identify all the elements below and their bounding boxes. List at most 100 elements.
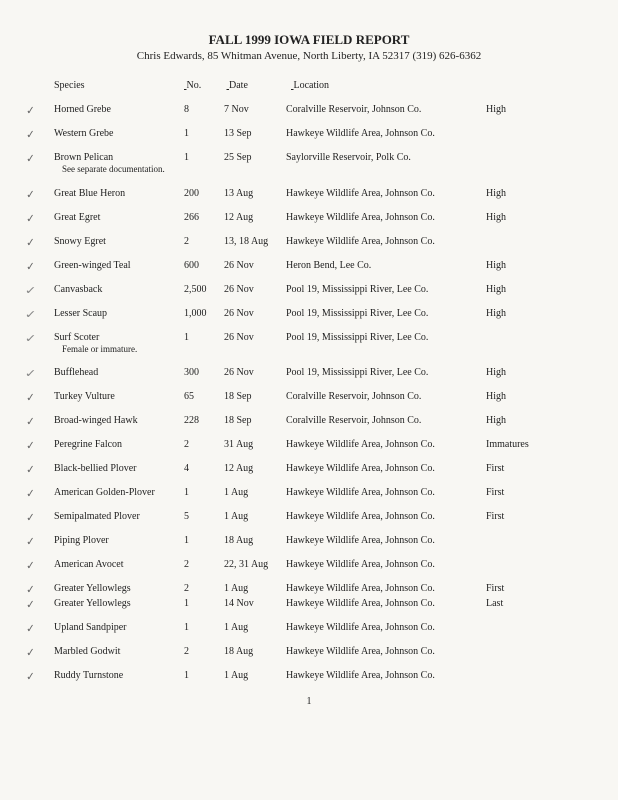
species-cell: Broad-winged Hawk bbox=[36, 414, 184, 427]
checkmark-icon: ✓ bbox=[25, 670, 35, 685]
date-cell: 31 Aug bbox=[224, 438, 286, 451]
checkmark-icon: ✓ bbox=[25, 646, 35, 661]
header-location: Location bbox=[294, 80, 494, 91]
species-cell: Lesser Scaup bbox=[36, 307, 184, 320]
location-cell: Coralville Reservoir, Johnson Co. bbox=[286, 103, 486, 116]
checkmark-icon: ✓ bbox=[25, 235, 35, 250]
count-cell: 1 bbox=[184, 127, 224, 140]
count-cell: 65 bbox=[184, 390, 224, 403]
count-cell: 228 bbox=[184, 414, 224, 427]
location-cell: Hawkeye Wildlife Area, Johnson Co. bbox=[286, 486, 486, 499]
species-cell: Green-winged Teal bbox=[36, 259, 184, 272]
checkmark-icon: ✓ bbox=[25, 463, 35, 478]
species-cell: Western Grebe bbox=[36, 127, 184, 140]
species-cell: Horned Grebe bbox=[36, 103, 184, 116]
location-cell: Hawkeye Wildlife Area, Johnson Co. bbox=[286, 211, 486, 224]
table-row: ✓Canvasback2,50026 NovPool 19, Mississip… bbox=[36, 283, 582, 296]
count-cell: 266 bbox=[184, 211, 224, 224]
count-cell: 2 bbox=[184, 645, 224, 658]
location-cell: Pool 19, Mississippi River, Lee Co. bbox=[286, 307, 486, 320]
count-cell: 2,500 bbox=[184, 283, 224, 296]
date-cell: 1 Aug bbox=[224, 621, 286, 634]
page-number: 1 bbox=[36, 696, 582, 707]
count-cell: 2 bbox=[184, 582, 224, 595]
date-cell: 7 Nov bbox=[224, 103, 286, 116]
note-cell: High bbox=[486, 187, 546, 200]
header-no: No. bbox=[187, 80, 227, 91]
table-row: ✓American Golden-Plover11 AugHawkeye Wil… bbox=[36, 486, 582, 499]
count-cell: 2 bbox=[184, 438, 224, 451]
date-cell: 1 Aug bbox=[224, 669, 286, 682]
checkmark-icon: ✓ bbox=[25, 439, 35, 454]
location-cell: Hawkeye Wildlife Area, Johnson Co. bbox=[286, 558, 486, 571]
count-cell: 8 bbox=[184, 103, 224, 116]
location-cell: Pool 19, Mississippi River, Lee Co. bbox=[286, 283, 486, 296]
note-cell: First bbox=[486, 486, 546, 499]
checkmark-icon: ✓ bbox=[25, 391, 35, 406]
species-subnote: See separate documentation. bbox=[54, 164, 184, 176]
date-cell: 13 Aug bbox=[224, 187, 286, 200]
species-cell: Greater Yellowlegs bbox=[36, 597, 184, 610]
species-subnote: Female or immature. bbox=[54, 344, 184, 356]
location-cell: Coralville Reservoir, Johnson Co. bbox=[286, 414, 486, 427]
date-cell: 22, 31 Aug bbox=[224, 558, 286, 571]
note-cell: First bbox=[486, 582, 546, 595]
count-cell: 1,000 bbox=[184, 307, 224, 320]
species-cell: Semipalmated Plover bbox=[36, 510, 184, 523]
checkmark-icon: ✓ bbox=[25, 211, 35, 226]
date-cell: 18 Sep bbox=[224, 414, 286, 427]
table-row: ✓Bufflehead30026 NovPool 19, Mississippi… bbox=[36, 366, 582, 379]
location-cell: Hawkeye Wildlife Area, Johnson Co. bbox=[286, 438, 486, 451]
checkmark-icon: ✓ bbox=[25, 104, 35, 119]
note-cell: High bbox=[486, 414, 546, 427]
header-date: Date bbox=[229, 80, 291, 91]
checkmark-icon: ✓ bbox=[25, 535, 35, 550]
note-cell: First bbox=[486, 510, 546, 523]
count-cell: 300 bbox=[184, 366, 224, 379]
count-cell: 1 bbox=[184, 151, 224, 164]
table-row: ✓Western Grebe113 SepHawkeye Wildlife Ar… bbox=[36, 127, 582, 140]
date-cell: 26 Nov bbox=[224, 331, 286, 344]
date-cell: 26 Nov bbox=[224, 259, 286, 272]
document-page: FALL 1999 IOWA FIELD REPORT Chris Edward… bbox=[0, 0, 618, 707]
species-cell: Surf ScoterFemale or immature. bbox=[36, 331, 184, 356]
date-cell: 12 Aug bbox=[224, 462, 286, 475]
species-cell: Marbled Godwit bbox=[36, 645, 184, 658]
note-cell: First bbox=[486, 462, 546, 475]
checkmark-icon: ✓ bbox=[25, 259, 35, 274]
species-cell: American Golden-Plover bbox=[36, 486, 184, 499]
table-row: ✓Brown PelicanSee separate documentation… bbox=[36, 151, 582, 176]
checkmark-icon: ✓ bbox=[25, 415, 35, 430]
header-species: Species bbox=[36, 80, 184, 91]
table-row: ✓Greater Yellowlegs21 AugHawkeye Wildlif… bbox=[36, 582, 582, 595]
location-cell: Hawkeye Wildlife Area, Johnson Co. bbox=[286, 462, 486, 475]
date-cell: 1 Aug bbox=[224, 486, 286, 499]
table-row: ✓Marbled Godwit218 AugHawkeye Wildlife A… bbox=[36, 645, 582, 658]
count-cell: 5 bbox=[184, 510, 224, 523]
date-cell: 18 Sep bbox=[224, 390, 286, 403]
species-cell: Bufflehead bbox=[36, 366, 184, 379]
table-row: ✓Semipalmated Plover51 AugHawkeye Wildli… bbox=[36, 510, 582, 523]
date-cell: 18 Aug bbox=[224, 645, 286, 658]
location-cell: Hawkeye Wildlife Area, Johnson Co. bbox=[286, 645, 486, 658]
date-cell: 12 Aug bbox=[224, 211, 286, 224]
table-row: ✓Horned Grebe87 NovCoralville Reservoir,… bbox=[36, 103, 582, 116]
checkmark-icon: ✓ bbox=[25, 152, 35, 167]
table-row: ✓Greater Yellowlegs114 NovHawkeye Wildli… bbox=[36, 597, 582, 610]
count-cell: 1 bbox=[184, 669, 224, 682]
count-cell: 1 bbox=[184, 597, 224, 610]
location-cell: Heron Bend, Lee Co. bbox=[286, 259, 486, 272]
location-cell: Hawkeye Wildlife Area, Johnson Co. bbox=[286, 597, 486, 610]
note-cell: High bbox=[486, 366, 546, 379]
species-cell: American Avocet bbox=[36, 558, 184, 571]
count-cell: 2 bbox=[184, 235, 224, 248]
species-cell: Brown PelicanSee separate documentation. bbox=[36, 151, 184, 176]
date-cell: 18 Aug bbox=[224, 534, 286, 547]
species-cell: Turkey Vulture bbox=[36, 390, 184, 403]
checkmark-icon: ✓ bbox=[25, 284, 37, 298]
checkmark-icon: ✓ bbox=[25, 598, 35, 613]
checkmark-icon: ✓ bbox=[25, 559, 35, 574]
note-cell: High bbox=[486, 307, 546, 320]
species-cell: Snowy Egret bbox=[36, 235, 184, 248]
note-cell: Immatures bbox=[486, 438, 546, 451]
